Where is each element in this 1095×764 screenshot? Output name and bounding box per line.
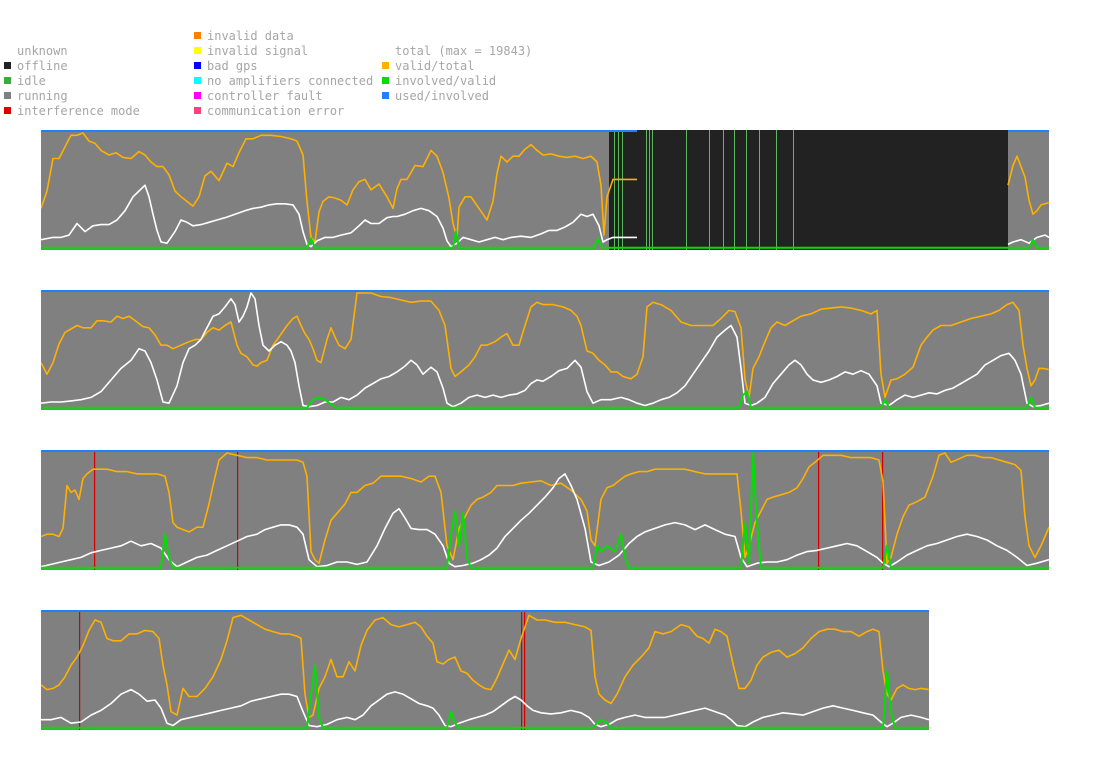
legend-item-used-involved: used/involved (382, 89, 489, 103)
used-involved-line (1008, 130, 1049, 132)
legend-item-interference-mode: interference mode (4, 104, 140, 118)
idle-mark (646, 130, 647, 250)
interference-mode-mark (524, 610, 526, 730)
legend-swatch-unknown (4, 47, 11, 54)
legend-item-invalid-data: invalid data (194, 29, 294, 43)
valid-total-series (41, 614, 929, 719)
status-running-block (41, 610, 929, 730)
interference-mode-mark (79, 610, 81, 730)
legend-swatch-involved-valid (382, 77, 389, 84)
legend-item-invalid-signal: invalid signal (194, 44, 308, 58)
interference-mode-mark (94, 450, 96, 570)
legend-swatch-communication-error (194, 107, 201, 114)
used-involved-line (41, 450, 1049, 452)
interference-mode-mark (818, 450, 820, 570)
chart-strip-svg (41, 610, 929, 730)
status-running-block (41, 130, 609, 250)
involved-valid-series (41, 452, 1049, 569)
legend-label-total: total (max = 19843) (395, 44, 533, 58)
total-series (41, 292, 1049, 408)
involved-valid-series (41, 390, 1049, 409)
used-involved-line (41, 610, 929, 612)
status-running-block (41, 290, 1049, 410)
legend-item-communication-error: communication error (194, 104, 344, 118)
idle-mark (614, 130, 615, 250)
chart-strip-svg (41, 130, 1049, 250)
used-involved-line (41, 290, 1049, 292)
legend-label-offline: offline (17, 59, 68, 73)
legend-swatch-invalid-signal (194, 47, 201, 54)
total-series (41, 184, 637, 248)
legend-swatch-running (4, 92, 11, 99)
legend-item-idle: idle (4, 74, 46, 88)
legend-item-running: running (4, 89, 68, 103)
idle-mark (618, 130, 619, 250)
legend-swatch-bad-gps (194, 62, 201, 69)
legend-item-offline: offline (4, 59, 68, 73)
legend-label-valid-total: valid/total (395, 59, 475, 73)
legend-swatch-offline (4, 62, 11, 69)
legend-item-bad-gps: bad gps (194, 59, 258, 73)
chart-strip-3 (41, 450, 1049, 570)
valid-total-series (41, 452, 1049, 564)
legend-label-unknown: unknown (17, 44, 68, 58)
legend-item-no-amplifiers-connected: no amplifiers connected (194, 74, 373, 88)
status-running-block (41, 450, 1049, 570)
legend-item-total: total (max = 19843) (382, 44, 532, 58)
legend-label-no-amplifiers-connected: no amplifiers connected (207, 74, 374, 88)
status-offline-block (609, 130, 1008, 250)
legend-label-invalid-data: invalid data (207, 29, 294, 43)
idle-mark (776, 130, 777, 250)
legend-label-used-involved: used/involved (395, 89, 489, 103)
legend-label-involved-valid: involved/valid (395, 74, 497, 88)
idle-mark (686, 130, 687, 250)
involved-valid-series (41, 230, 1049, 249)
legend-item-involved-valid: involved/valid (382, 74, 496, 88)
legend-item-unknown: unknown (4, 44, 68, 58)
idle-mark (793, 130, 794, 250)
status-running-block (1008, 130, 1049, 250)
legend-item-valid-total: valid/total (382, 59, 474, 73)
legend-swatch-controller-fault (194, 92, 201, 99)
idle-mark (649, 130, 650, 250)
legend-swatch-idle (4, 77, 11, 84)
idle-mark (709, 130, 710, 250)
chart-strip-4 (41, 610, 929, 730)
chart-strip-2 (41, 290, 1049, 410)
legend-swatch-valid-total (382, 62, 389, 69)
idle-mark (746, 130, 747, 250)
idle-mark (723, 130, 724, 250)
legend-label-communication-error: communication error (207, 104, 345, 118)
used-involved-line (41, 130, 637, 132)
interference-mode-mark (521, 610, 523, 730)
valid-total-series (41, 132, 637, 243)
interference-mode-mark (882, 450, 884, 570)
total-series (41, 473, 1049, 568)
idle-mark (622, 130, 623, 250)
legend-label-bad-gps: bad gps (207, 59, 258, 73)
chart-strip-svg (41, 450, 1049, 570)
legend-swatch-no-amplifiers-connected (194, 77, 201, 84)
legend-swatch-invalid-data (194, 32, 201, 39)
legend-label-invalid-signal: invalid signal (207, 44, 309, 58)
total-series (41, 688, 929, 728)
total-series (1007, 234, 1049, 246)
involved-valid-series (41, 664, 929, 729)
legend-label-idle: idle (17, 74, 46, 88)
legend-swatch-interference-mode (4, 107, 11, 114)
legend-item-controller-fault: controller fault (194, 89, 323, 103)
valid-total-series (1007, 155, 1049, 215)
legend-label-running: running (17, 89, 68, 103)
legend-label-controller-fault: controller fault (207, 89, 323, 103)
interference-mode-mark (237, 450, 239, 570)
legend-swatch-total (382, 47, 389, 54)
legend-swatch-used-involved (382, 92, 389, 99)
idle-mark (734, 130, 735, 250)
idle-mark (759, 130, 760, 250)
chart-strip-1 (41, 130, 1049, 250)
legend-label-interference-mode: interference mode (17, 104, 140, 118)
chart-strip-svg (41, 290, 1049, 410)
idle-mark (652, 130, 653, 250)
